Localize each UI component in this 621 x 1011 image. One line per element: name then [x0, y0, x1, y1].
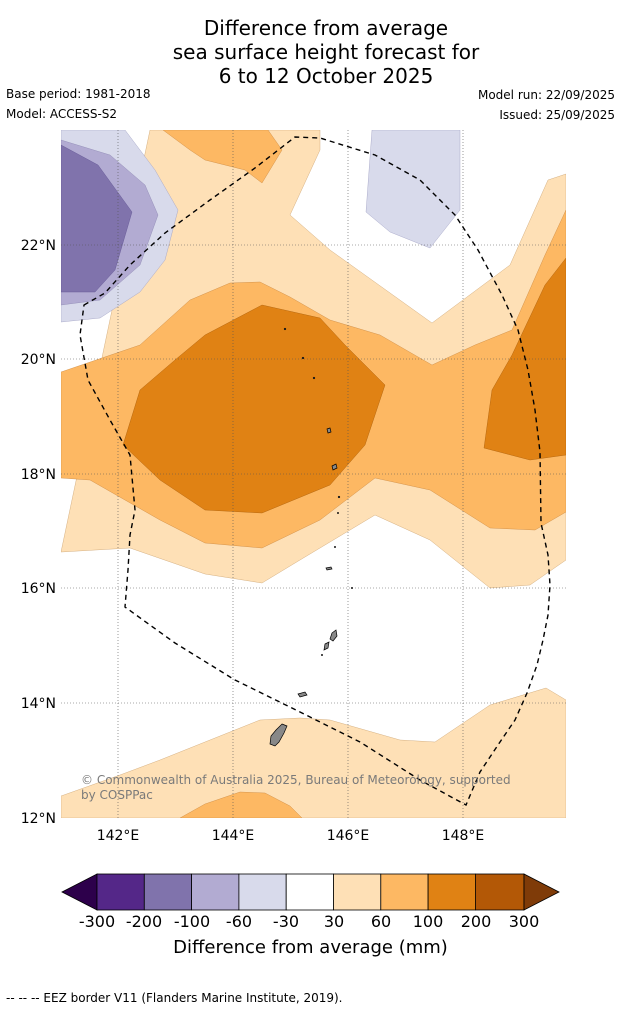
island-dot-5 [337, 512, 339, 514]
colorbar-tick: 300 [508, 912, 540, 931]
colorbar-bin [285, 873, 334, 911]
lat-label: 14°N [21, 696, 56, 712]
island-dot-4 [337, 495, 341, 499]
credit-line-1: © Commonwealth of Australia 2025, Bureau… [81, 773, 511, 787]
colorbar-bin [143, 873, 193, 911]
latitude-labels: 22°N 20°N 18°N 16°N 14°N 12°N [21, 238, 56, 827]
longitude-labels: 142°E 144°E 146°E 148°E [97, 828, 485, 844]
lat-label: 12°N [21, 811, 56, 827]
colorbar-extend-high [523, 873, 560, 911]
colorbar-bin [474, 873, 525, 911]
credit-line-2: by COSPPac [81, 788, 153, 802]
colorbar-bin [333, 873, 382, 911]
colorbar-tick: -200 [125, 912, 163, 931]
island-small-2 [331, 463, 338, 471]
lat-label: 18°N [21, 467, 56, 483]
colorbar-bin [191, 873, 240, 911]
colorbar-bin [427, 873, 476, 911]
colorbar-tick: -300 [78, 912, 116, 931]
map-gridlines [61, 130, 566, 818]
colorbar-tick: -100 [173, 912, 211, 931]
base-period: Base period: 1981-2018 [6, 87, 151, 101]
title-line-2: sea surface height forecast for [172, 40, 480, 64]
contour-30-60-south [61, 687, 566, 818]
island-dot-2 [301, 356, 305, 360]
lat-label: 20°N [21, 352, 56, 368]
colorbar-bin [380, 873, 429, 911]
island-dot-3 [312, 376, 316, 380]
island-dot-1 [283, 327, 287, 331]
colorbar-tick: 30 [323, 912, 345, 931]
colorbar-tick: 100 [412, 912, 444, 931]
island-small-1 [326, 427, 332, 434]
contour-100-200-center [122, 304, 386, 514]
lon-label: 142°E [97, 828, 140, 844]
island-rota [297, 691, 308, 698]
eez-border [79, 136, 551, 806]
lon-label: 144°E [212, 828, 255, 844]
lat-label: 22°N [21, 238, 56, 254]
map-plot-area: © Commonwealth of Australia 2025, Bureau… [61, 130, 566, 818]
colorbar-title: Difference from average (mm) [173, 937, 448, 958]
eez-footnote: -- -- -- EEZ border V11 (Flanders Marine… [6, 991, 343, 1005]
model-name: Model: ACCESS-S2 [6, 107, 118, 121]
islands [269, 327, 353, 747]
title-line-3: 6 to 12 October 2025 [218, 64, 434, 88]
contour-neg-100-200 [61, 144, 133, 293]
island-dot-8 [321, 654, 323, 656]
map-title: Difference from average sea surface heig… [0, 16, 621, 88]
colorbar-tick: -30 [272, 912, 300, 931]
island-dot-7 [351, 587, 353, 589]
colorbar [61, 873, 560, 911]
island-saipan [329, 629, 338, 642]
model-run: Model run: 22/09/2025 [477, 88, 615, 102]
lon-label: 148°E [442, 828, 485, 844]
contour-neg-30-60-east [365, 130, 461, 249]
island-tinian [323, 641, 330, 651]
lon-label: 146°E [327, 828, 370, 844]
island-dot-6 [334, 546, 336, 548]
lat-label: 16°N [21, 581, 56, 597]
colorbar-tick: -60 [225, 912, 253, 931]
colorbar-bin [96, 873, 145, 911]
island-small-3 [325, 566, 333, 571]
colorbar-bin [238, 873, 287, 911]
contour-60-100-south [179, 791, 303, 818]
colorbar-tick: 60 [370, 912, 392, 931]
issued-date: Issued: 25/09/2025 [499, 108, 615, 122]
title-line-1: Difference from average [203, 16, 449, 40]
island-guam [269, 723, 288, 747]
colorbar-tick: 200 [460, 912, 492, 931]
colorbar-extend-low [61, 873, 98, 911]
